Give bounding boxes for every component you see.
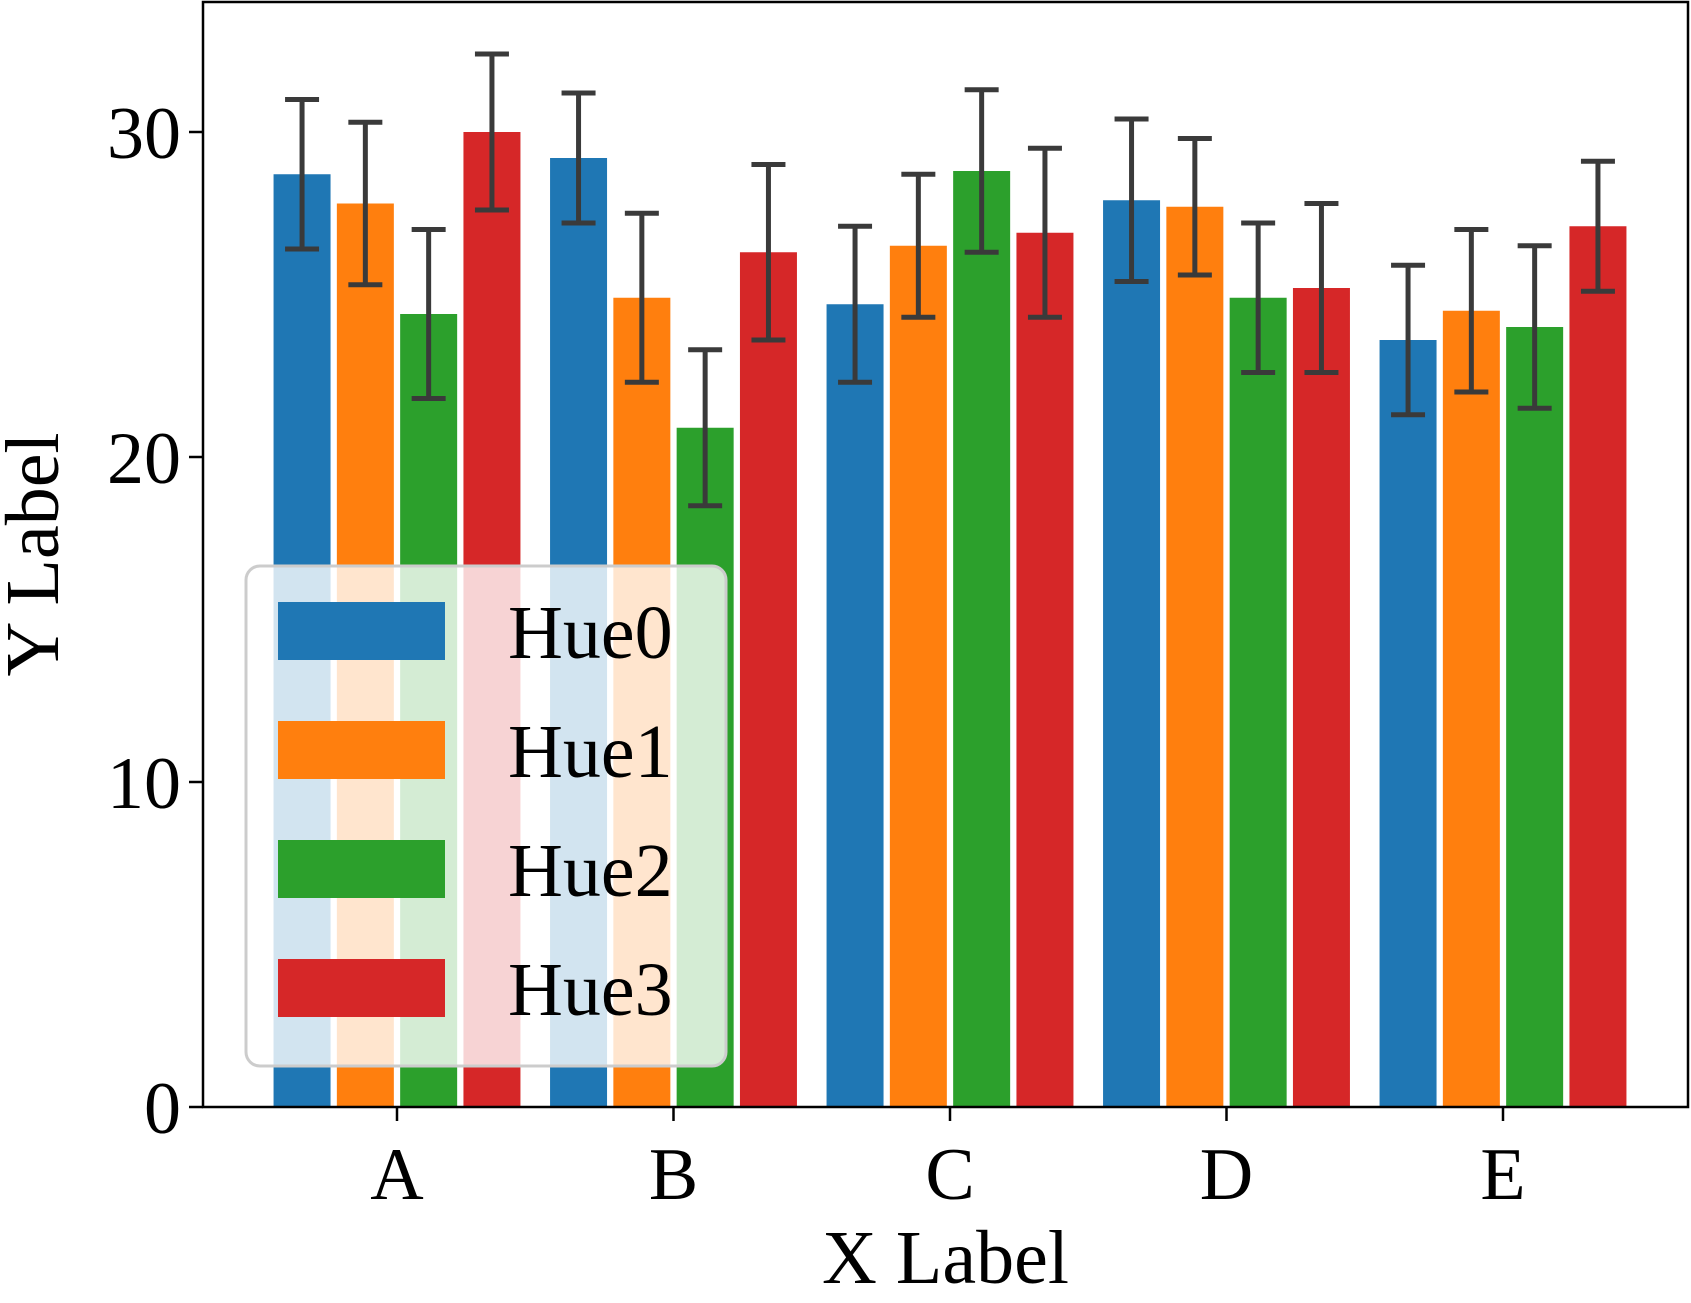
legend-swatch [278, 721, 445, 779]
x-tick-label: B [649, 1134, 698, 1216]
legend-label: Hue2 [508, 829, 673, 913]
y-axis-title: Y Label [0, 432, 75, 676]
error-bar-Hue0-C [838, 223, 873, 385]
error-bar-Hue2-C [964, 87, 999, 255]
error-bar-Hue2-D [1241, 220, 1276, 375]
x-tick-label: C [925, 1134, 974, 1216]
x-tick-label: A [370, 1134, 423, 1216]
error-bar-Hue3-B [751, 162, 786, 343]
legend-entry-Hue1: Hue1 [278, 710, 673, 794]
bar-Hue0-C [826, 304, 884, 1107]
legend-swatch [278, 959, 445, 1017]
bar-Hue1-D [1166, 206, 1224, 1107]
y-tick-label: 10 [107, 743, 181, 825]
bar-Hue2-E [1506, 327, 1564, 1107]
legend-entry-Hue2: Hue2 [278, 829, 673, 913]
error-bar-Hue3-D [1304, 201, 1339, 375]
error-bar-Hue1-E [1454, 227, 1489, 395]
error-bar-Hue1-D [1177, 136, 1212, 278]
bar-Hue3-D [1292, 288, 1350, 1107]
error-bar-Hue3-A [474, 51, 509, 213]
legend-swatch [278, 840, 445, 898]
legend: Hue0 Hue1 Hue2 Hue3 [244, 564, 728, 1068]
bar-Hue3-E [1569, 226, 1627, 1107]
bar-Hue3-C [1016, 232, 1074, 1107]
legend-swatch [278, 602, 445, 660]
bar-Hue0-D [1103, 200, 1161, 1107]
error-bar-Hue2-A [411, 227, 446, 401]
legend-label: Hue0 [508, 591, 673, 675]
y-tick-label: 30 [107, 93, 181, 175]
legend-entry-Hue3: Hue3 [278, 948, 673, 1032]
error-bar-Hue3-C [1027, 145, 1062, 320]
error-bar-Hue1-A [348, 119, 383, 288]
bar-Hue1-C [889, 245, 947, 1107]
legend-label: Hue3 [508, 948, 673, 1032]
bar-Hue2-D [1229, 297, 1287, 1107]
y-tick-label: 20 [107, 418, 181, 500]
error-bars-layer [285, 51, 1615, 509]
bar-Hue1-E [1442, 310, 1500, 1107]
error-bar-Hue2-B [688, 347, 723, 509]
error-bar-Hue1-C [901, 171, 936, 320]
error-bar-Hue3-E [1580, 158, 1615, 294]
error-bar-Hue1-B [624, 210, 659, 385]
error-bar-Hue0-D [1114, 116, 1149, 284]
y-tick-label: 0 [144, 1068, 181, 1150]
x-tick-label: E [1480, 1134, 1525, 1216]
bar-Hue2-C [953, 171, 1011, 1107]
legend-box [244, 564, 728, 1068]
error-bar-Hue0-E [1391, 262, 1426, 418]
plot-frame [201, 0, 1690, 1109]
error-bar-Hue0-A [285, 97, 320, 252]
x-axis-title: X Label [822, 1216, 1069, 1300]
bar-Hue3-B [739, 252, 797, 1107]
legend-entry-Hue0: Hue0 [278, 591, 673, 675]
error-bar-Hue2-E [1517, 243, 1552, 411]
x-tick-label: D [1200, 1134, 1253, 1216]
axes-layer: 0 10 20 30 A B C D E [107, 0, 1690, 1216]
legend-label: Hue1 [508, 710, 673, 794]
error-bar-Hue0-B [561, 90, 596, 226]
bar-Hue0-E [1379, 340, 1437, 1107]
